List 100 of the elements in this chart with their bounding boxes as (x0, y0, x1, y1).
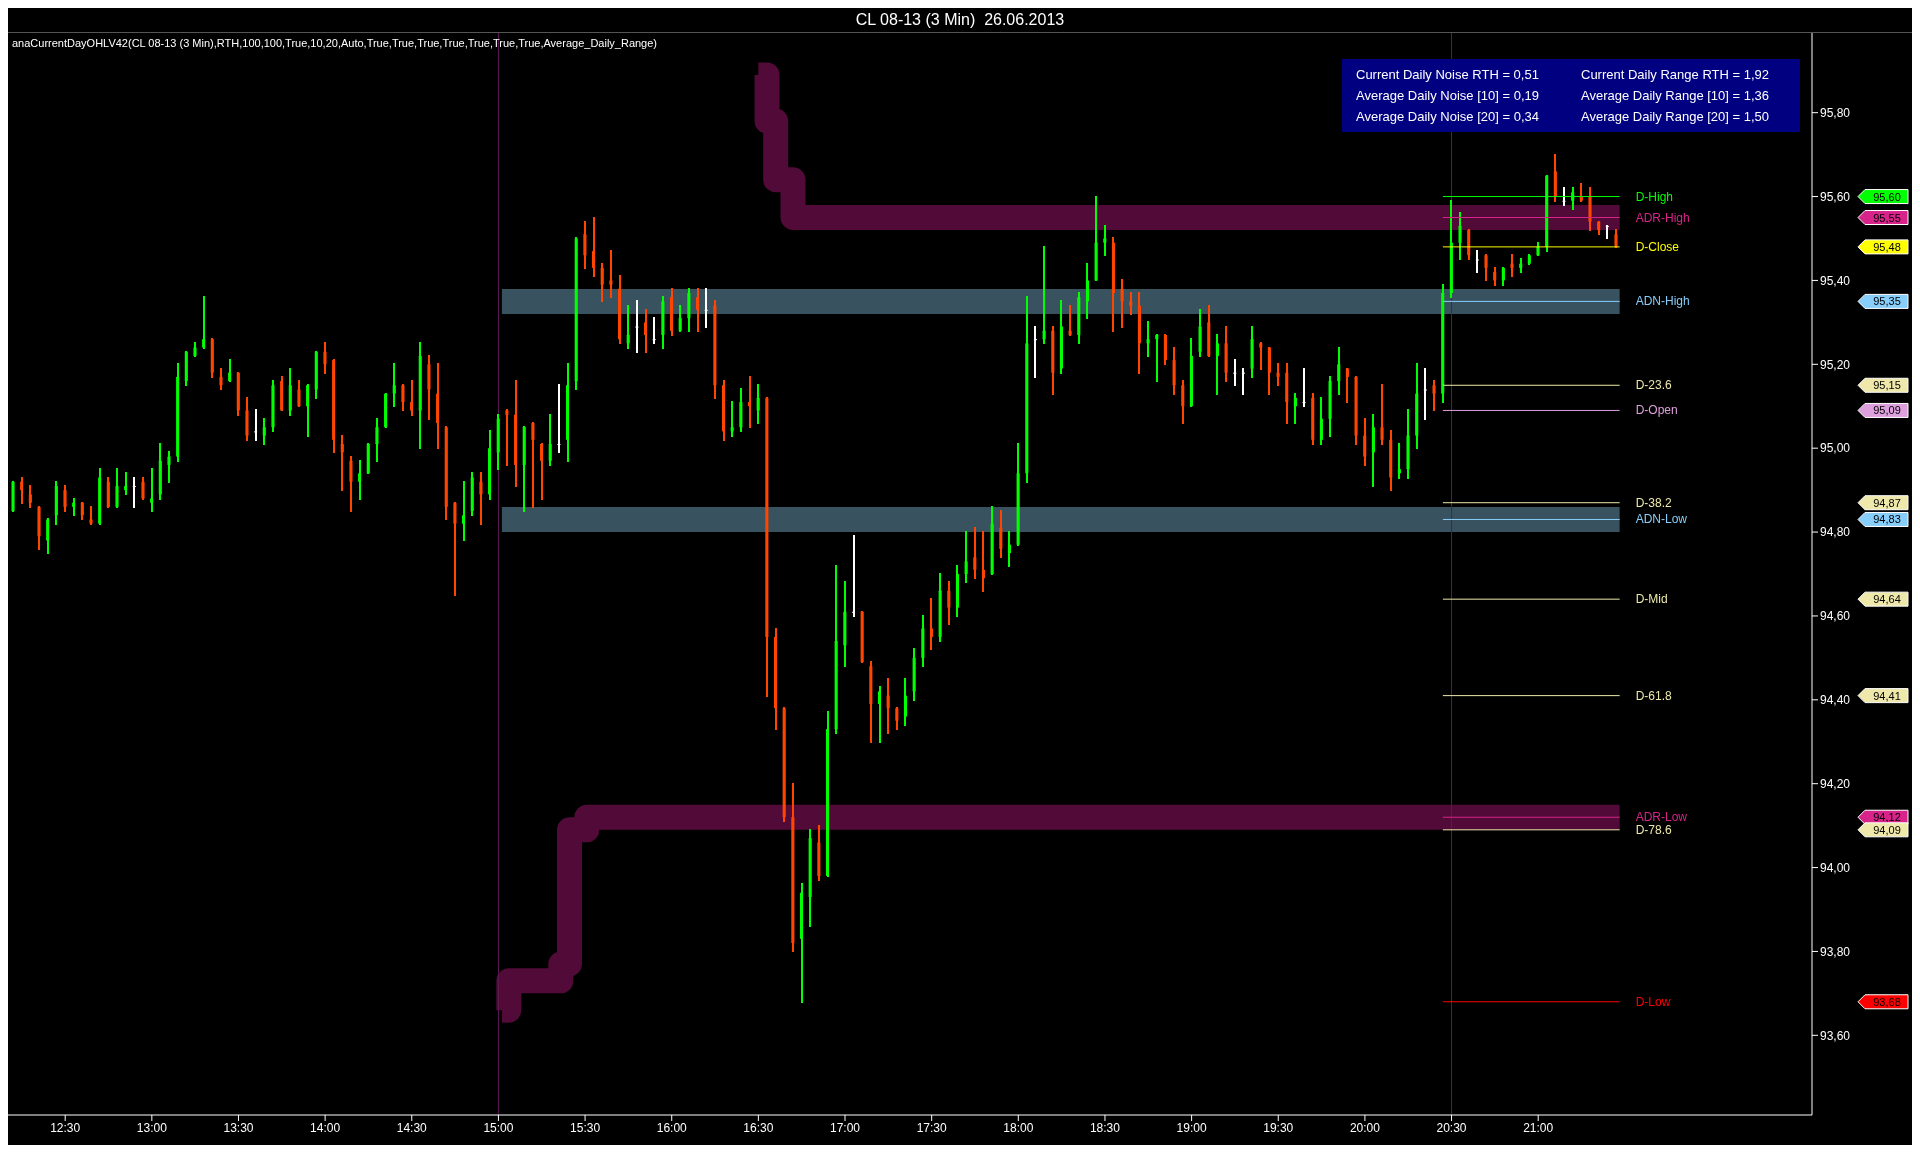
candlestick (1484, 253, 1488, 283)
candlestick (678, 303, 682, 333)
series-label: D-Open (1635, 403, 1678, 418)
candlestick (1493, 265, 1497, 287)
x-tick-label: 15:00 (483, 1120, 514, 1135)
candlestick (981, 530, 986, 593)
text: 94,87 (1873, 496, 1901, 509)
candlestick (1579, 181, 1583, 203)
text: 94,12 (1873, 811, 1901, 824)
candlestick (392, 362, 396, 409)
candlestick (1363, 416, 1367, 467)
candlestick (505, 408, 509, 467)
series-label: D-High (1635, 189, 1673, 204)
x-tick-label: 18:30 (1089, 1120, 1121, 1135)
candlestick (89, 504, 93, 526)
text: 94,41 (1873, 689, 1901, 702)
text: 95,09 (1873, 404, 1901, 417)
candlestick (929, 597, 934, 652)
annotation: Average Daily Range [10] = 1,36 (1581, 88, 1771, 103)
x-tick-label: 19:00 (1176, 1120, 1207, 1135)
candlestick (635, 299, 639, 354)
candlestick (1475, 249, 1479, 275)
candlestick (358, 458, 362, 501)
candlestick (141, 475, 145, 501)
candlestick (747, 374, 752, 430)
text: 95,60 (1873, 190, 1901, 203)
candlestick (72, 496, 76, 518)
candlestick (410, 379, 414, 417)
candlestick (1155, 332, 1159, 384)
candlestick (531, 421, 535, 509)
candlestick (115, 467, 119, 509)
text: 95,55 (1873, 211, 1901, 224)
candlestick (540, 441, 544, 501)
candlestick (479, 471, 483, 526)
y-tick-label: 95,60 (1820, 189, 1851, 204)
candlestick (349, 454, 353, 514)
candlestick (1129, 291, 1133, 316)
candlestick (28, 483, 32, 509)
y-tick-label: 93,60 (1820, 1028, 1851, 1043)
candlestick (1345, 366, 1349, 405)
series-label: ADR-High (1635, 210, 1690, 225)
candlestick (1181, 379, 1185, 426)
candlestick (1085, 261, 1090, 321)
y-tick-label: 95,40 (1820, 273, 1851, 288)
candlestick (886, 676, 890, 736)
candlestick (1337, 345, 1341, 396)
candlestick (600, 261, 604, 304)
candlestick (124, 471, 128, 497)
candlestick (592, 215, 596, 279)
candlestick (401, 383, 405, 413)
text: 94,83 (1873, 513, 1901, 526)
candlestick (1103, 223, 1107, 258)
candlestick (877, 685, 882, 744)
annotation: Current Daily Noise RTH = 0,51 (1356, 67, 1540, 82)
candlestick (947, 580, 951, 627)
candlestick (1241, 366, 1245, 396)
candlestick (462, 479, 466, 543)
candlestick (1276, 362, 1280, 388)
annotation: Average Daily Noise [10] = 0,19 (1356, 88, 1540, 103)
candlestick (999, 509, 1003, 560)
series-label: ADN-High (1635, 294, 1690, 309)
x-tick-label: 18:00 (1003, 1120, 1034, 1135)
candlestick (1233, 358, 1237, 388)
candlestick (340, 433, 344, 493)
candlestick (1605, 223, 1609, 241)
x-tick-label: 17:00 (830, 1120, 861, 1135)
candlestick (202, 295, 206, 350)
candlestick (973, 525, 977, 581)
candlestick (895, 706, 899, 732)
chart-title: CL 08-13 (3 Min) 26.06.2013 (8, 8, 1912, 33)
candlestick (1068, 303, 1072, 337)
series-label: D-38.2 (1635, 495, 1672, 510)
candlestick (1120, 278, 1124, 329)
series-label: D-Low (1635, 994, 1671, 1009)
candlestick (297, 379, 301, 409)
candlestick (1423, 366, 1427, 421)
y-tick-label: 94,80 (1820, 525, 1851, 540)
candlestick (167, 450, 171, 484)
candlestick (695, 286, 700, 333)
candlestick (453, 500, 457, 597)
candlestick (1397, 441, 1401, 480)
candlestick (557, 383, 561, 455)
candlestick (1146, 320, 1150, 358)
candlestick (323, 341, 327, 375)
candlestick (903, 676, 908, 727)
series-label: D-23.6 (1635, 378, 1672, 393)
y-tick-label: 94,40 (1820, 693, 1851, 708)
candlestick (80, 500, 84, 522)
candlestick (375, 416, 379, 463)
candlestick (652, 316, 656, 346)
candlestick (63, 483, 67, 514)
series-label: D-Close (1635, 239, 1680, 254)
candlestick (730, 400, 734, 438)
candlestick (306, 383, 310, 438)
annotation: Average Daily Range [20] = 1,50 (1581, 109, 1771, 124)
x-tick-label: 13:00 (136, 1120, 168, 1135)
candlestick (1293, 391, 1297, 426)
candlestick (46, 517, 50, 556)
candlestick (254, 408, 258, 442)
x-tick-label: 13:30 (223, 1120, 254, 1135)
